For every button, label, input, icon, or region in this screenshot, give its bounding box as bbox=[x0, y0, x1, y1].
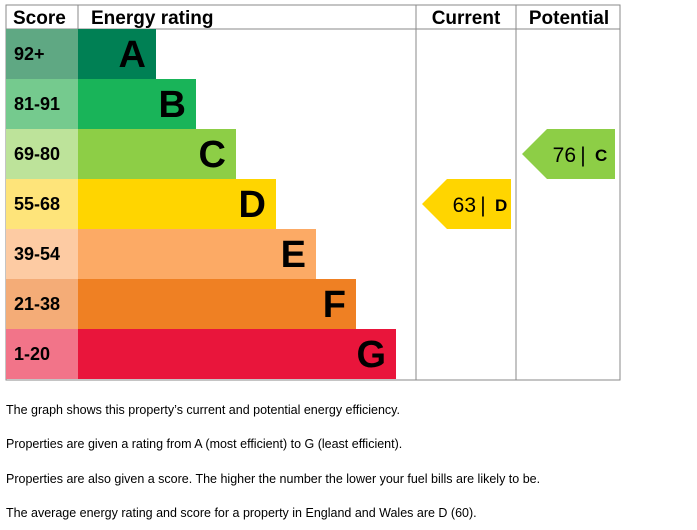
current-rating-separator: | bbox=[480, 194, 485, 217]
score-range-e: 39-54 bbox=[14, 244, 60, 264]
note-graph: The graph shows this property’s current … bbox=[6, 403, 400, 417]
score-range-g: 1-20 bbox=[14, 344, 50, 364]
band-bar-a bbox=[78, 29, 156, 79]
rating-arrows: 63 | D76 | C bbox=[422, 129, 615, 229]
current-rating-letter: D bbox=[495, 196, 507, 215]
score-cell-a bbox=[6, 29, 78, 79]
note-score: Properties are also given a score. The h… bbox=[6, 472, 541, 486]
score-range-f: 21-38 bbox=[14, 294, 60, 314]
header-potential: Potential bbox=[529, 8, 609, 29]
header-row-frame bbox=[5, 4, 621, 30]
potential-rating-separator: | bbox=[580, 144, 585, 167]
epc-chart: Score Energy rating Current Potential 92… bbox=[5, 4, 621, 381]
note-average: The average energy rating and score for … bbox=[6, 506, 477, 520]
header-current: Current bbox=[432, 8, 501, 29]
current-rating-arrow bbox=[422, 179, 511, 229]
band-letter-a: A bbox=[119, 34, 146, 76]
note-ratings: Properties are given a rating from A (mo… bbox=[6, 437, 403, 451]
band-bar-d bbox=[78, 179, 276, 229]
header-energy-rating: Energy rating bbox=[91, 8, 213, 29]
band-bar-b bbox=[78, 79, 196, 129]
band-letter-g: G bbox=[356, 334, 386, 376]
potential-rating-score: 76 bbox=[553, 144, 576, 167]
band-bar-e bbox=[78, 229, 316, 279]
header-score: Score bbox=[13, 8, 66, 29]
band-bar-g bbox=[78, 329, 396, 379]
current-rating-score: 63 bbox=[453, 194, 476, 217]
band-letter-c: C bbox=[199, 134, 226, 176]
band-letter-b: B bbox=[159, 84, 186, 126]
band-bar-f bbox=[78, 279, 356, 329]
rating-bands: 92+ A 81-91 B 69-80 C 55-68 D 39-54 E 21-38 F 1-20 G bbox=[6, 29, 396, 379]
band-bar-c bbox=[78, 129, 236, 179]
band-letter-f: F bbox=[323, 284, 346, 326]
score-range-c: 69-80 bbox=[14, 144, 60, 164]
score-cell-e bbox=[6, 229, 78, 279]
score-range-d: 55-68 bbox=[14, 194, 60, 214]
score-cell-c bbox=[6, 129, 78, 179]
score-range-b: 81-91 bbox=[14, 94, 60, 114]
band-letter-e: E bbox=[281, 234, 306, 276]
potential-rating-arrow bbox=[522, 129, 615, 179]
score-cell-b bbox=[6, 79, 78, 129]
potential-rating-letter: C bbox=[595, 146, 607, 165]
score-cell-f bbox=[6, 279, 78, 329]
score-cell-d bbox=[6, 179, 78, 229]
score-cell-g bbox=[6, 329, 78, 379]
score-range-a: 92+ bbox=[14, 44, 45, 64]
band-letter-d: D bbox=[239, 184, 266, 226]
